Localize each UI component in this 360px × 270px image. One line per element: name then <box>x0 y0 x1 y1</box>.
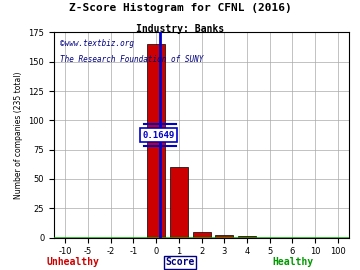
Text: Healthy: Healthy <box>272 257 313 267</box>
Y-axis label: Number of companies (235 total): Number of companies (235 total) <box>14 71 23 199</box>
Bar <box>215 235 233 238</box>
Text: The Research Foundation of SUNY: The Research Foundation of SUNY <box>60 55 203 64</box>
Text: Industry: Banks: Industry: Banks <box>136 24 224 34</box>
Bar <box>238 237 256 238</box>
Text: Unhealthy: Unhealthy <box>47 257 100 267</box>
Text: 0.1649: 0.1649 <box>143 130 175 140</box>
Bar <box>147 44 165 238</box>
Text: Score: Score <box>165 257 195 267</box>
Text: Z-Score Histogram for CFNL (2016): Z-Score Histogram for CFNL (2016) <box>69 3 291 13</box>
Bar <box>170 167 188 238</box>
Bar <box>193 232 211 238</box>
Text: ©www.textbiz.org: ©www.textbiz.org <box>60 39 134 48</box>
